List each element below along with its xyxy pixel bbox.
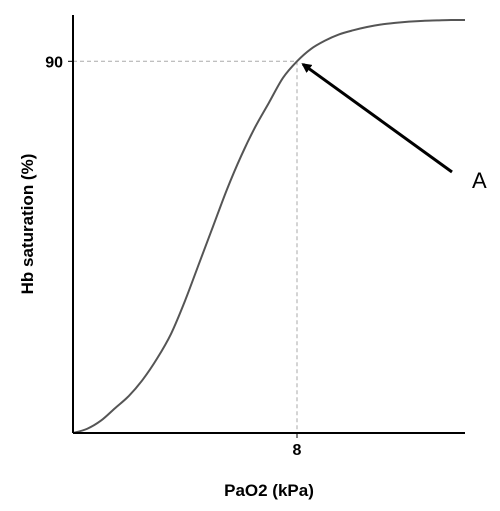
series-line xyxy=(72,18,466,434)
annotation-arrow xyxy=(301,63,453,174)
annotation-label: A xyxy=(472,168,487,193)
x-axis-title: PaO2 (kPa) xyxy=(224,481,314,500)
y-tick-label: 90 xyxy=(45,54,63,71)
y-axis-title: Hb saturation (%) xyxy=(18,154,37,295)
x-tick-label: 8 xyxy=(293,442,302,459)
